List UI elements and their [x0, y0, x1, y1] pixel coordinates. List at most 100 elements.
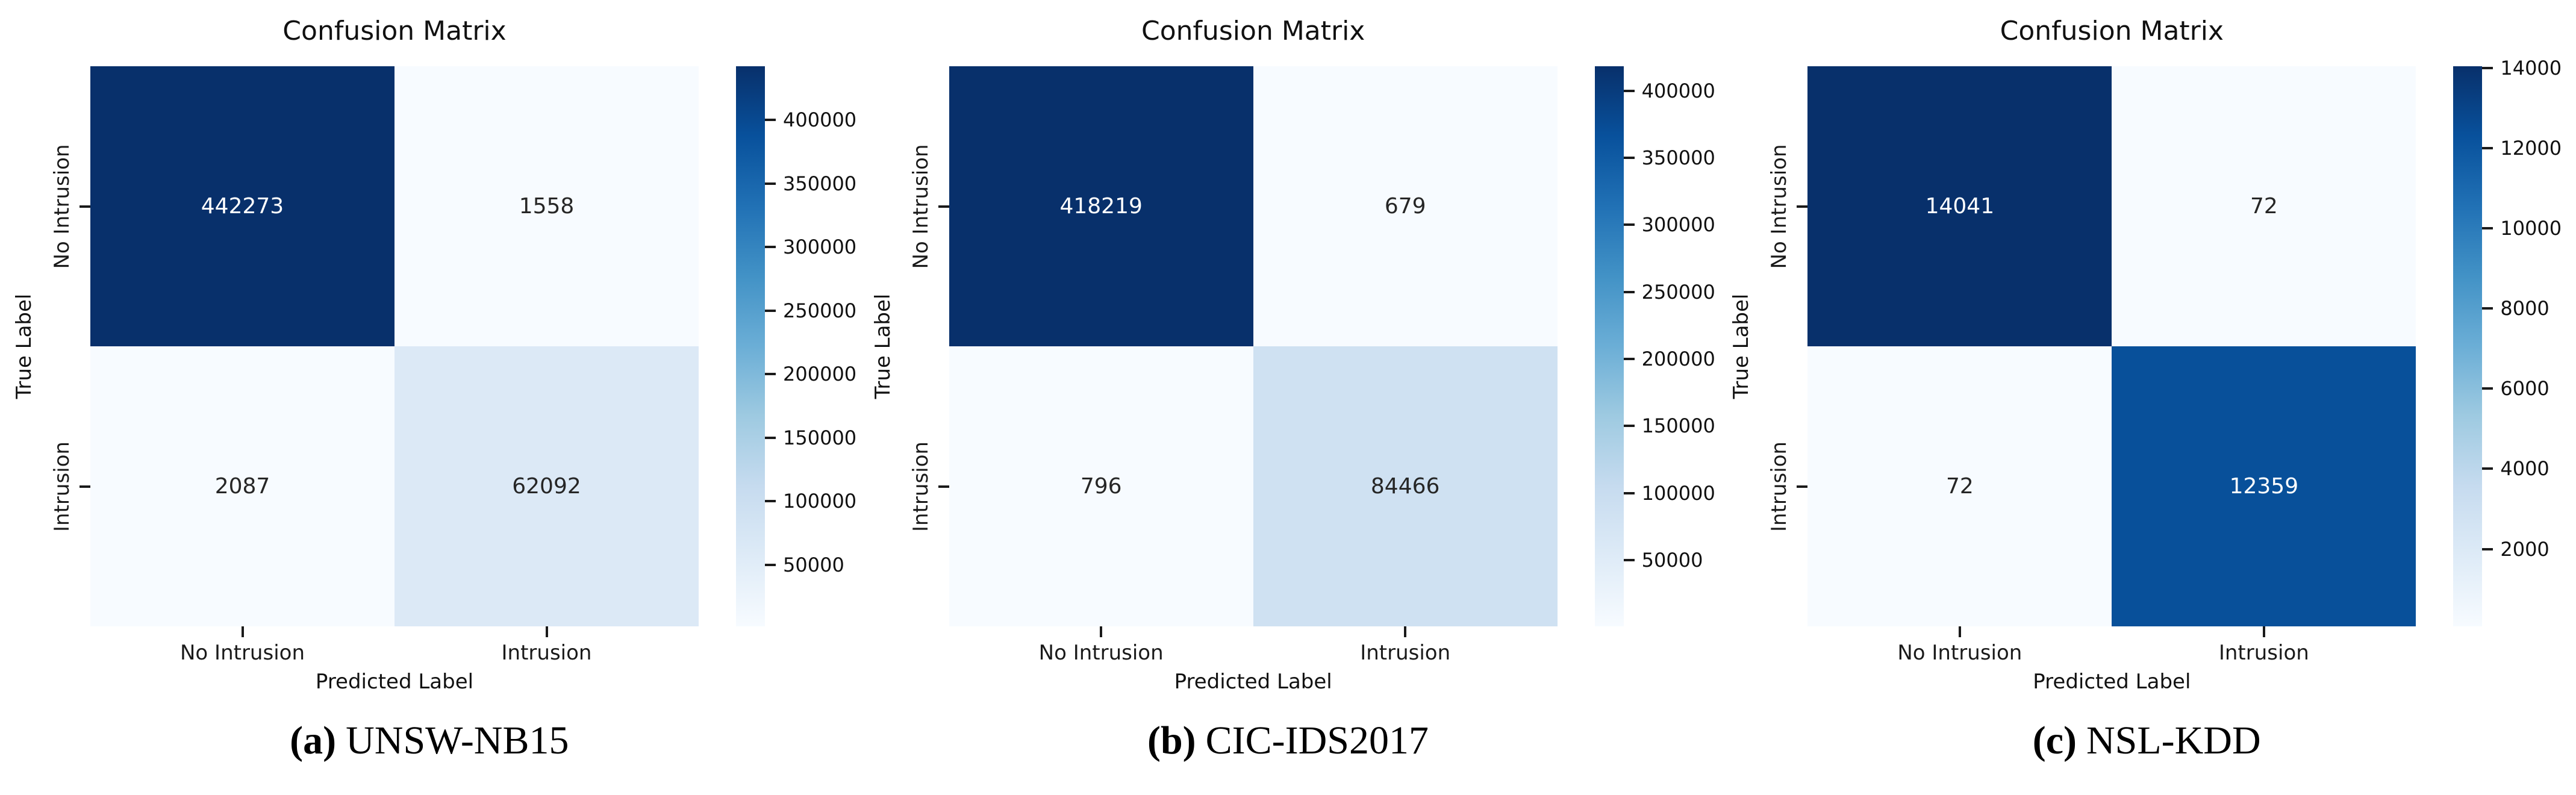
colorbar	[1594, 66, 1624, 626]
x-tick-label: No Intrusion	[1038, 641, 1164, 665]
x-axis-label: Predicted Label	[315, 670, 474, 694]
colorbar-tick-mark	[1623, 89, 1635, 92]
cell-value: 72	[1945, 474, 1974, 499]
colorbar-tick-mark	[1623, 559, 1635, 562]
colorbar-tick-label: 6000	[2500, 377, 2549, 401]
heatmap: 442273 1558 2087 62092	[90, 66, 699, 626]
y-tick-mark	[1797, 485, 1808, 488]
x-tick-label: No Intrusion	[1897, 641, 2022, 665]
y-axis-label: True Label	[12, 293, 36, 399]
colorbar-tick-label: 10000	[2500, 217, 2562, 240]
caption-label: NSL-KDD	[2086, 719, 2261, 762]
colorbar-tick-mark	[765, 563, 776, 566]
colorbar-tick-label: 350000	[783, 172, 857, 195]
y-tick-label: No Intrusion	[908, 144, 933, 269]
x-tick-mark	[1404, 626, 1407, 637]
colorbar-tick-label: 4000	[2500, 457, 2549, 481]
x-tick-label: Intrusion	[1360, 641, 1451, 665]
cell-value: 1558	[519, 194, 575, 219]
colorbar-tick-mark	[765, 309, 776, 312]
colorbar-tick-mark	[765, 500, 776, 503]
confusion-matrix-panel-c: Confusion Matrix 14041 72 72 12359 No Intrusi…	[1717, 0, 2576, 795]
chart-title: Confusion Matrix	[282, 16, 507, 46]
chart-title: Confusion Matrix	[2000, 16, 2224, 46]
heatmap-cell: 442273	[90, 66, 395, 346]
y-tick-label: Intrusion	[50, 441, 74, 532]
x-axis-label: Predicted Label	[2033, 670, 2191, 694]
colorbar-tick-mark	[2482, 547, 2493, 550]
colorbar-tick-label: 50000	[783, 553, 844, 576]
colorbar-tick-mark	[2482, 146, 2493, 149]
y-tick-label: No Intrusion	[1767, 144, 1792, 269]
caption-index: (a)	[290, 719, 337, 762]
heatmap-cell: 12359	[2112, 346, 2416, 626]
colorbar-tick-label: 250000	[783, 299, 857, 322]
x-tick-mark	[545, 626, 548, 637]
cell-value: 12359	[2229, 474, 2299, 499]
colorbar-tick-label: 150000	[783, 426, 857, 449]
colorbar-tick-label: 8000	[2500, 297, 2549, 320]
y-tick-label: Intrusion	[908, 441, 933, 532]
y-tick-mark	[80, 485, 90, 488]
colorbar	[2453, 66, 2483, 626]
caption: (a) UNSW-NB15	[0, 718, 859, 764]
heatmap-cell: 1558	[395, 66, 699, 346]
caption-label: CIC-IDS2017	[1205, 719, 1429, 762]
x-tick-mark	[1100, 626, 1103, 637]
x-tick-label: Intrusion	[501, 641, 592, 665]
colorbar-tick-mark	[765, 373, 776, 376]
colorbar-tick-label: 14000	[2500, 56, 2562, 80]
x-tick-label: No Intrusion	[180, 641, 305, 665]
y-axis-label: True Label	[870, 293, 895, 399]
caption-label: UNSW-NB15	[346, 719, 569, 762]
cell-value: 14041	[1925, 194, 1995, 219]
colorbar-tick-mark	[1623, 425, 1635, 428]
colorbar-tick-label: 250000	[1641, 280, 1715, 304]
colorbar-tick-mark	[1623, 491, 1635, 494]
y-tick-mark	[1797, 205, 1808, 208]
cell-value: 62092	[512, 474, 581, 499]
x-tick-mark	[1958, 626, 1961, 637]
colorbar-tick-label: 400000	[783, 108, 857, 132]
colorbar-tick-label: 400000	[1641, 79, 1715, 102]
colorbar-tick-mark	[765, 182, 776, 185]
cell-value: 679	[1384, 194, 1426, 219]
colorbar-tick-mark	[765, 246, 776, 249]
cell-value: 796	[1080, 474, 1122, 499]
cell-value: 442273	[201, 194, 284, 219]
x-tick-label: Intrusion	[2218, 641, 2309, 665]
colorbar-tick-mark	[1623, 223, 1635, 226]
colorbar-tick-mark	[2482, 227, 2493, 230]
caption: (b) CIC-IDS2017	[859, 718, 1718, 764]
cell-value: 84466	[1370, 474, 1440, 499]
confusion-matrix-panel-a: Confusion Matrix 442273 1558 2087 62092 No In…	[0, 0, 859, 795]
colorbar-tick-label: 50000	[1641, 549, 1703, 572]
colorbar-tick-mark	[2482, 387, 2493, 390]
heatmap-cell: 84466	[1253, 346, 1558, 626]
colorbar-tick-mark	[765, 119, 776, 122]
colorbar-tick-mark	[2482, 467, 2493, 470]
colorbar-tick-label: 100000	[783, 490, 857, 513]
colorbar-tick-label: 100000	[1641, 481, 1715, 505]
heatmap: 418219 679 796 84466	[949, 66, 1558, 626]
colorbar-tick-mark	[2482, 66, 2493, 69]
heatmap-cell: 14041	[1807, 66, 2112, 346]
colorbar-tick-label: 200000	[1641, 348, 1715, 371]
caption-index: (b)	[1147, 719, 1196, 762]
colorbar-tick-label: 150000	[1641, 414, 1715, 438]
colorbar-tick-label: 2000	[2500, 537, 2549, 561]
colorbar-tick-label: 350000	[1641, 146, 1715, 169]
chart-title: Confusion Matrix	[1141, 16, 1365, 46]
heatmap-cell: 72	[2112, 66, 2416, 346]
x-axis-label: Predicted Label	[1174, 670, 1332, 694]
heatmap-cell: 2087	[90, 346, 395, 626]
cell-value: 2087	[214, 474, 270, 499]
colorbar-tick-mark	[2482, 307, 2493, 310]
y-tick-mark	[938, 205, 949, 208]
heatmap-cell: 796	[949, 346, 1253, 626]
x-tick-mark	[2262, 626, 2265, 637]
colorbar-tick-label: 200000	[783, 363, 857, 386]
cell-value: 72	[2250, 194, 2278, 219]
cell-value: 418219	[1059, 194, 1143, 219]
